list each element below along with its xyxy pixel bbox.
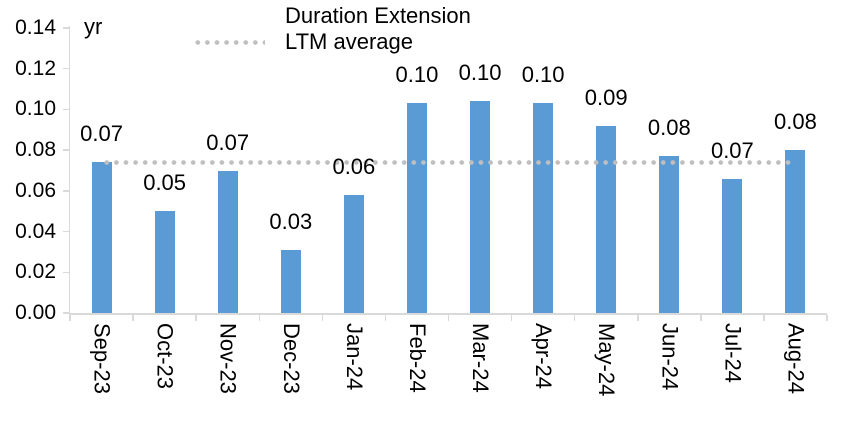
x-axis-tick [763,314,765,321]
bar-sep-23 [91,162,112,313]
bar-data-label-jul-24: 0.07 [710,137,754,163]
bar-may-24 [596,125,617,313]
bar-data-label-jun-24: 0.08 [647,115,691,141]
x-axis-tick [700,314,702,321]
x-axis-label-sep-23: Sep-23 [89,323,115,394]
y-axis-tick-label: 0.04 [15,219,56,243]
bar-data-label-jan-24: 0.06 [332,153,376,179]
bar-dec-23 [280,249,301,313]
y-axis-tick-label: 0.06 [15,178,56,202]
bar-jan-24 [343,194,364,313]
y-axis-tick [62,230,69,233]
bar-data-label-may-24: 0.09 [584,84,628,110]
y-axis-tick-label: 0.12 [15,56,56,80]
y-axis-tick-label: 0.00 [15,301,56,324]
legend-item-duration-extension: Duration Extension [193,3,471,29]
x-axis-label-aug-24: Aug-24 [783,323,809,394]
bar-series-swatch [193,9,265,24]
bar-apr-24 [533,103,554,313]
x-axis-line [68,313,827,315]
bar-data-label-aug-24: 0.08 [774,109,817,135]
x-axis-label-apr-24: Apr-24 [531,323,557,390]
x-axis-label-nov-23: Nov-23 [215,323,241,394]
legend-item-ltm-average: LTM average [193,29,471,55]
x-axis-tick [510,314,513,321]
x-axis-tick [195,314,197,321]
x-axis-label-dec-23: Dec-23 [278,323,304,394]
x-axis-tick [258,314,260,321]
y-axis-unit-label: yr [84,14,103,39]
ltm-average-line [101,159,796,165]
bar-jun-24 [659,156,680,313]
x-axis-label-jul-24: Jul-24 [720,323,746,383]
x-axis-tick [573,314,576,321]
x-axis-label-mar-24: Mar-24 [468,323,494,393]
legend-label-duration-extension: Duration Extension [285,3,471,28]
bar-data-label-sep-23: 0.07 [80,121,123,147]
x-axis-tick [69,314,71,321]
x-axis-tick [637,314,639,321]
bar-mar-24 [470,101,491,313]
bar-data-label-apr-24: 0.10 [521,62,565,88]
legend-label-ltm-average: LTM average [285,29,413,54]
bar-data-label-feb-24: 0.10 [395,62,439,88]
bar-nov-23 [217,170,238,313]
x-axis-label-feb-24: Feb-24 [404,323,430,393]
legend: Duration Extension LTM average [193,3,471,55]
bar-oct-23 [154,211,175,313]
y-axis-tick [62,190,69,192]
bar-aug-24 [785,150,806,313]
x-axis-tick [132,314,134,321]
x-axis-tick [384,314,387,321]
y-axis-tick-label: 0.08 [15,138,56,162]
bar-data-label-oct-23: 0.05 [143,170,187,196]
bar-feb-24 [406,103,427,313]
bar-data-label-mar-24: 0.10 [458,60,502,86]
y-axis-tick [62,67,69,70]
dotted-line-swatch [193,39,265,45]
y-axis-tick [62,27,69,29]
y-axis-tick [62,271,69,274]
x-axis-label-may-24: May-24 [594,323,620,397]
y-axis-tick [62,149,69,151]
x-axis-tick [321,314,324,321]
x-axis-tick [447,314,450,321]
x-axis-tick [826,314,828,321]
y-axis-tick [62,108,69,111]
bar-data-label-nov-23: 0.07 [206,129,250,155]
x-axis-label-jan-24: Jan-24 [341,323,367,391]
bar-jul-24 [722,178,743,313]
y-axis-tick-label: 0.14 [15,16,56,39]
y-axis-line [68,26,70,315]
y-axis-tick [62,312,69,314]
y-axis-tick-label: 0.02 [15,260,56,284]
bar-data-label-dec-23: 0.03 [269,208,313,234]
x-axis-label-oct-23: Oct-23 [152,323,178,390]
x-axis-label-jun-24: Jun-24 [657,323,683,391]
y-axis-tick-label: 0.10 [15,97,56,121]
